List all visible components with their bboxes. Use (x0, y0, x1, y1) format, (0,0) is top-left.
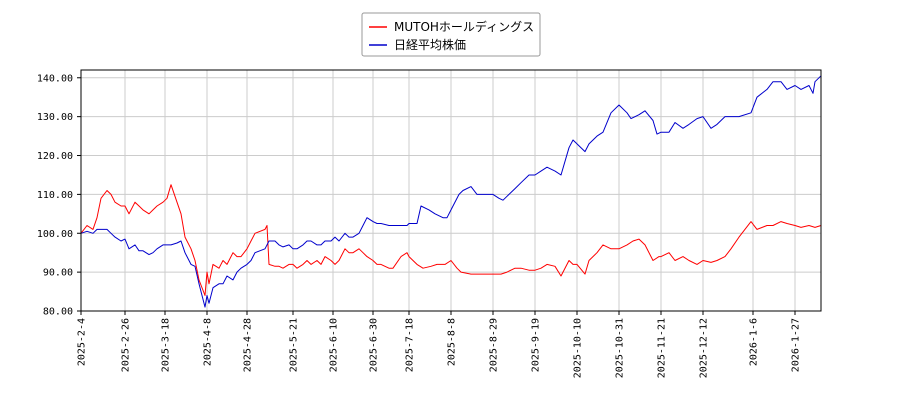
x-tick-label: 2026-1-27 (791, 318, 802, 372)
x-tick-label: 2025-11-21 (657, 318, 668, 378)
x-tick-label: 2025-10-10 (573, 318, 584, 378)
x-tick-label: 2025-4-28 (243, 318, 254, 372)
y-tick-label: 130.00 (37, 112, 73, 123)
x-tick-label: 2025-5-21 (289, 318, 300, 372)
x-tick-label: 2025-6-10 (329, 318, 340, 372)
x-tick-label: 2026-1-6 (749, 318, 760, 366)
y-tick-label: 100.00 (37, 229, 73, 240)
series-lines (80, 75, 822, 308)
series-line-1 (80, 184, 822, 296)
series-line-2 (80, 75, 822, 308)
x-tick-label: 2025-9-19 (531, 318, 542, 372)
x-tick-label: 2025-6-30 (369, 318, 380, 372)
x-tick-label: 2025-4-8 (203, 318, 214, 366)
x-tick-label: 2025-3-18 (161, 318, 172, 372)
grid-lines (80, 70, 821, 312)
x-tick-label: 2025-12-12 (699, 318, 710, 378)
legend-label: 日経平均株価 (394, 37, 466, 52)
x-tick-label: 2025-8-8 (447, 318, 458, 366)
y-tick-label: 80.00 (43, 307, 73, 318)
x-axis: 2025-2-4 2025-2-26 2025-3-18 2025-4-8 2025-4… (77, 311, 802, 378)
x-tick-label: 2025-10-31 (615, 318, 626, 378)
legend-box (361, 12, 541, 57)
y-axis: 80.00 90.00 100.00 110.00 120.00 130.00 140.00 (37, 73, 81, 318)
x-tick-label: 2025-2-4 (77, 318, 88, 366)
x-tick-label: 2025-7-18 (405, 318, 416, 372)
y-tick-label: 90.00 (43, 268, 73, 279)
y-tick-label: 110.00 (37, 190, 73, 201)
x-tick-label: 2025-8-29 (489, 318, 500, 372)
legend-label: MUTOHホールディングス (394, 19, 534, 34)
y-tick-label: 120.00 (37, 151, 73, 162)
y-tick-label: 140.00 (37, 73, 73, 84)
x-tick-label: 2025-2-26 (121, 318, 132, 372)
